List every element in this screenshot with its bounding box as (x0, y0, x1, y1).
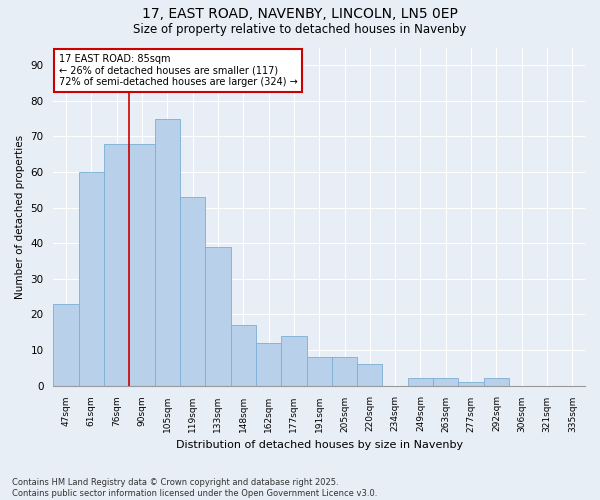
Bar (155, 118, 180, 386)
Bar (332, 357, 357, 386)
Text: 17, EAST ROAD, NAVENBY, LINCOLN, LN5 0EP: 17, EAST ROAD, NAVENBY, LINCOLN, LN5 0EP (142, 8, 458, 22)
Bar (230, 325, 256, 386)
Bar (307, 357, 332, 386)
Bar (130, 144, 155, 386)
Bar (433, 378, 458, 386)
Bar (53, 304, 79, 386)
Bar (256, 343, 281, 386)
Bar (357, 364, 382, 386)
Bar (281, 336, 307, 386)
Y-axis label: Number of detached properties: Number of detached properties (15, 134, 25, 298)
Bar (458, 382, 484, 386)
Bar (79, 172, 104, 386)
Bar (180, 197, 205, 386)
Bar (205, 247, 230, 386)
X-axis label: Distribution of detached houses by size in Navenby: Distribution of detached houses by size … (176, 440, 463, 450)
Bar (484, 378, 509, 386)
Text: Size of property relative to detached houses in Navenby: Size of property relative to detached ho… (133, 22, 467, 36)
Bar (104, 144, 130, 386)
Text: Contains HM Land Registry data © Crown copyright and database right 2025.
Contai: Contains HM Land Registry data © Crown c… (12, 478, 377, 498)
Bar (408, 378, 433, 386)
Text: 17 EAST ROAD: 85sqm
← 26% of detached houses are smaller (117)
72% of semi-detac: 17 EAST ROAD: 85sqm ← 26% of detached ho… (59, 54, 298, 88)
